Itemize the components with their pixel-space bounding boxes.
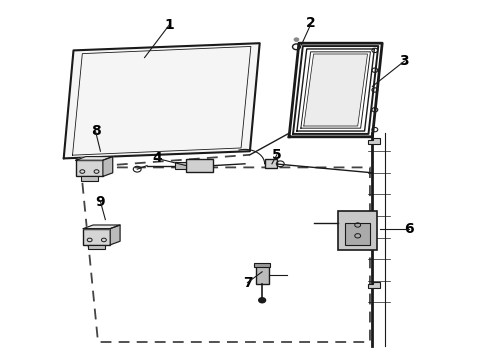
Bar	[256, 266, 269, 284]
Bar	[345, 223, 370, 245]
Text: 2: 2	[306, 17, 316, 30]
Polygon shape	[103, 157, 113, 176]
Polygon shape	[83, 225, 120, 229]
Bar	[83, 229, 110, 245]
Bar	[175, 162, 186, 169]
Text: 5: 5	[272, 148, 282, 162]
Bar	[254, 263, 270, 267]
Bar	[265, 159, 277, 168]
Bar	[81, 176, 98, 181]
Polygon shape	[110, 225, 120, 245]
Text: 3: 3	[399, 54, 409, 68]
Text: 1: 1	[164, 18, 174, 32]
Bar	[76, 160, 103, 176]
Text: 6: 6	[404, 222, 414, 235]
Text: 9: 9	[96, 195, 105, 208]
Polygon shape	[76, 157, 113, 160]
Circle shape	[259, 298, 266, 303]
Polygon shape	[368, 282, 380, 288]
Circle shape	[294, 38, 299, 41]
Polygon shape	[368, 138, 380, 144]
Text: 8: 8	[91, 125, 100, 138]
Bar	[338, 211, 377, 250]
Polygon shape	[304, 54, 368, 126]
Text: 4: 4	[152, 152, 162, 165]
Bar	[88, 245, 105, 249]
Bar	[186, 159, 213, 172]
Polygon shape	[64, 43, 260, 158]
Text: 7: 7	[243, 276, 252, 289]
